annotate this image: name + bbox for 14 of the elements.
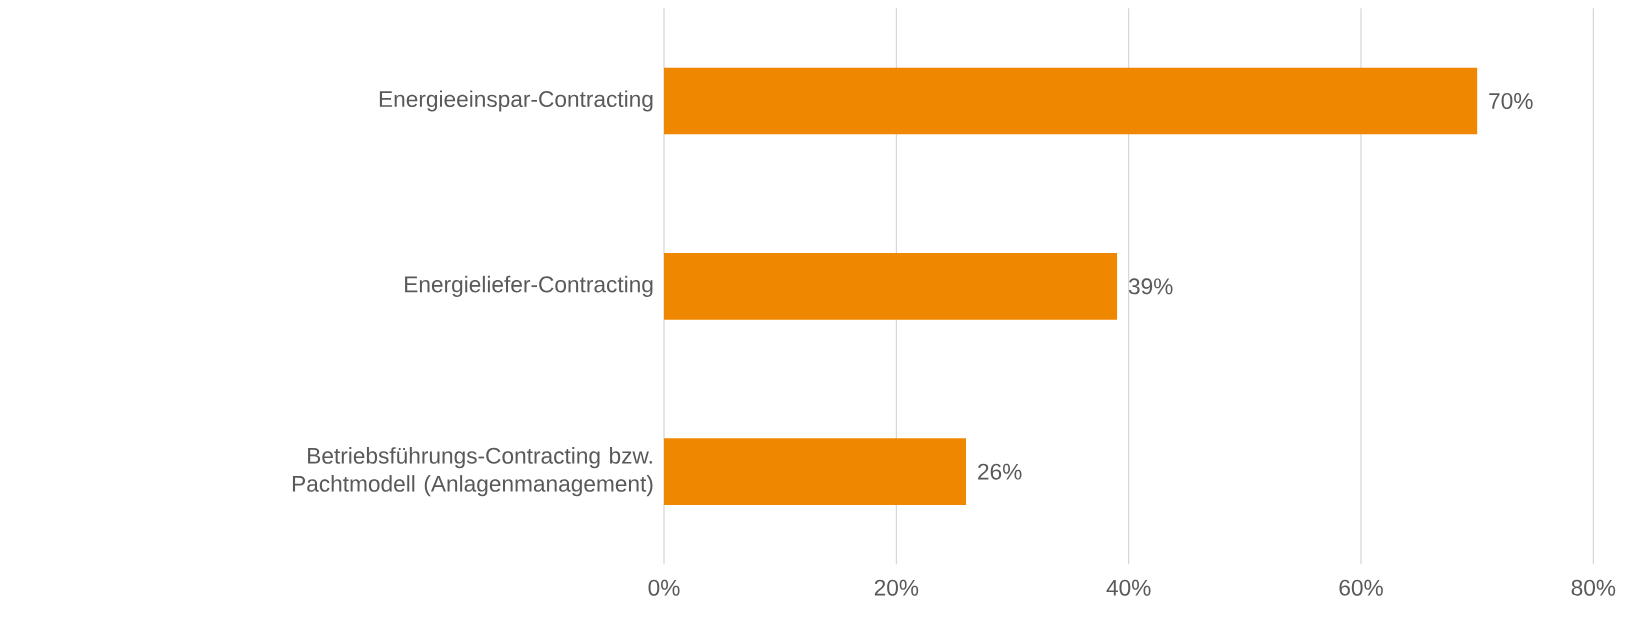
data-label: 70% — [1489, 92, 1533, 110]
x-tick-label: 60% — [1339, 579, 1383, 596]
bar — [664, 252, 1118, 320]
data-label: 39% — [1128, 278, 1173, 295]
bar — [664, 67, 1478, 135]
y-tick-label: Betriebsführungs-Contracting bzw. Pachtmodell (Anlagenmanagement) — [292, 447, 653, 497]
x-tick-label: 20% — [874, 579, 919, 596]
data-label: 26% — [978, 463, 1022, 480]
y-tick-label: Energieliefer-Contracting — [405, 275, 653, 297]
x-tick-label: 80% — [1571, 579, 1616, 596]
x-tick-label: 40% — [1106, 579, 1151, 596]
y-tick-label: Energieeinspar-Contracting — [379, 90, 653, 112]
x-tick-label: 0% — [648, 579, 680, 596]
bar — [664, 438, 967, 506]
